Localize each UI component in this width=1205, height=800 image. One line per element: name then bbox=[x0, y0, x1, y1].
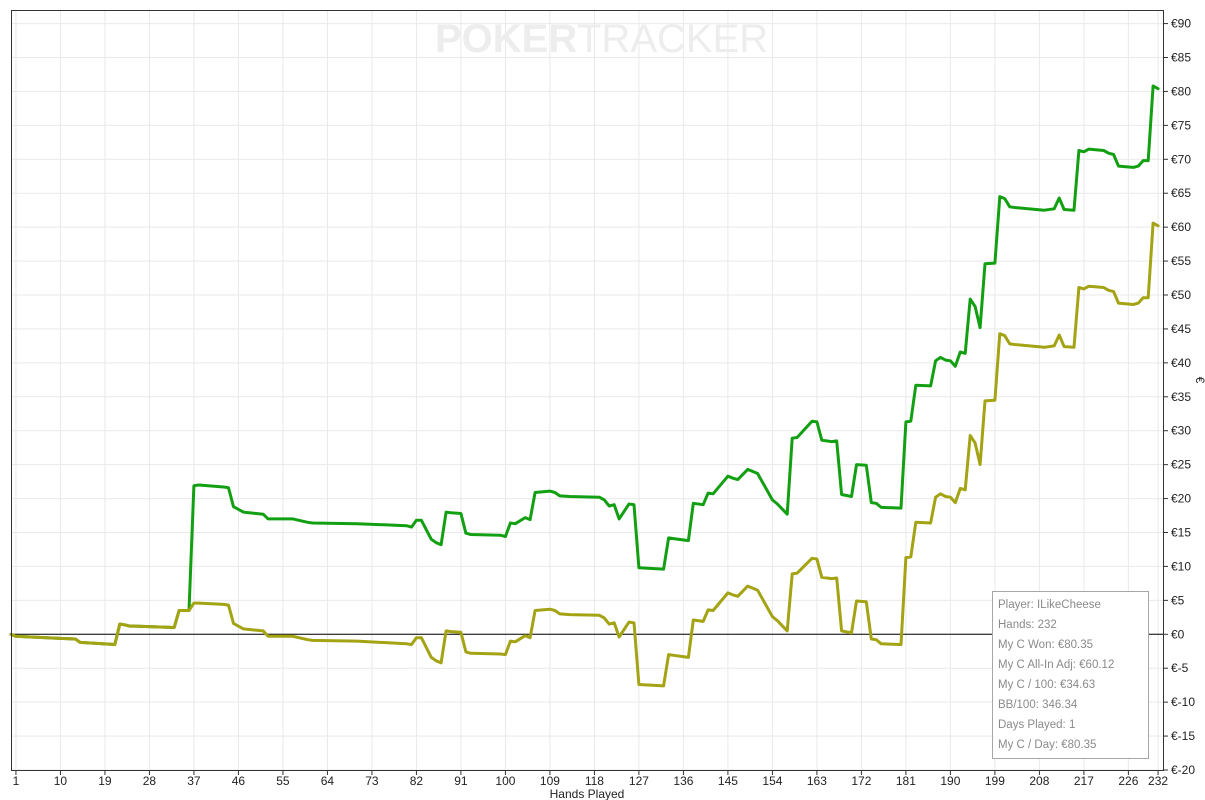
info-allin-adj: My C All-In Adj: €60.12 bbox=[998, 659, 1115, 671]
x-tick-label: 208 bbox=[1029, 774, 1049, 788]
x-tick-label: 181 bbox=[896, 774, 916, 788]
x-tick-label: 100 bbox=[495, 774, 515, 788]
x-tick-label: 91 bbox=[454, 774, 468, 788]
x-tick-label: 172 bbox=[851, 774, 871, 788]
x-tick-label: 217 bbox=[1074, 774, 1094, 788]
x-axis: 1 10 19 28 37 46 55 64 73 82 91 100 109 118 127 136 145 1… bbox=[13, 770, 1168, 788]
x-tick-label: 64 bbox=[321, 774, 335, 788]
y-tick-label: €35 bbox=[1171, 390, 1191, 404]
info-per-100: My C / 100: €34.63 bbox=[998, 679, 1096, 691]
x-tick-label: 1 bbox=[13, 774, 20, 788]
info-bb-100: BB/100: 346.34 bbox=[998, 699, 1078, 711]
y-tick-label: €30 bbox=[1171, 424, 1191, 438]
series-layer bbox=[9, 84, 1160, 688]
series-line-won bbox=[9, 84, 1160, 646]
x-axis-title: Hands Played bbox=[550, 787, 625, 800]
info-player: Player: ILikeCheese bbox=[998, 599, 1101, 611]
x-tick-label: 73 bbox=[365, 774, 379, 788]
y-tick-label: €70 bbox=[1171, 152, 1191, 166]
info-per-day: My C / Day: €80.35 bbox=[998, 739, 1097, 751]
info-won: My C Won: €80.35 bbox=[998, 639, 1094, 651]
x-tick-label: 109 bbox=[540, 774, 560, 788]
x-tick-label: 37 bbox=[187, 774, 201, 788]
y-tick-label: €0 bbox=[1171, 627, 1185, 641]
x-tick-label: 136 bbox=[673, 774, 693, 788]
y-tick-label: €50 bbox=[1171, 288, 1191, 302]
y-tick-label: €25 bbox=[1171, 458, 1191, 472]
x-tick-label: 127 bbox=[629, 774, 649, 788]
y-axis-title: € bbox=[1193, 377, 1205, 384]
y-tick-label: €55 bbox=[1171, 254, 1191, 268]
y-tick-label: €-15 bbox=[1171, 729, 1195, 743]
y-tick-label: €-5 bbox=[1171, 661, 1189, 675]
watermark-tracker-text: TRACKER bbox=[577, 17, 768, 61]
y-tick-label: €-20 bbox=[1171, 763, 1195, 777]
x-tick-label: 145 bbox=[718, 774, 738, 788]
x-tick-label: 28 bbox=[143, 774, 157, 788]
watermark-poker-text: POKER bbox=[435, 17, 577, 61]
x-tick-label: 199 bbox=[985, 774, 1005, 788]
x-tick-label: 226 bbox=[1118, 774, 1138, 788]
y-axis: €-20 €-15 €-10 €-5 €0 €5 €10 €15 €20 €25 €30 €35 €40… bbox=[1163, 17, 1195, 777]
y-tick-label: €15 bbox=[1171, 526, 1191, 540]
x-tick-label: 55 bbox=[276, 774, 290, 788]
x-tick-label: 190 bbox=[940, 774, 960, 788]
y-tick-label: €85 bbox=[1171, 51, 1191, 65]
x-tick-label: 232 bbox=[1148, 774, 1168, 788]
info-days-played: Days Played: 1 bbox=[998, 719, 1076, 731]
x-tick-label: 118 bbox=[585, 774, 604, 788]
series-line-allin bbox=[9, 221, 1160, 688]
grid bbox=[11, 10, 1163, 771]
x-tick-label: 10 bbox=[54, 774, 68, 788]
y-tick-label: €5 bbox=[1171, 593, 1185, 607]
x-tick-label: 154 bbox=[762, 774, 782, 788]
y-tick-label: €20 bbox=[1171, 492, 1191, 506]
y-tick-label: €40 bbox=[1171, 356, 1191, 370]
y-tick-label: €-10 bbox=[1171, 695, 1195, 709]
x-tick-label: 46 bbox=[232, 774, 246, 788]
y-tick-label: €65 bbox=[1171, 186, 1191, 200]
y-tick-label: €90 bbox=[1171, 17, 1191, 31]
y-tick-label: €45 bbox=[1171, 322, 1191, 336]
x-tick-label: 163 bbox=[807, 774, 827, 788]
info-hands: Hands: 232 bbox=[998, 619, 1057, 631]
y-tick-label: €75 bbox=[1171, 118, 1191, 132]
y-tick-label: €80 bbox=[1171, 84, 1191, 98]
poker-tracker-watermark: POKER TRACKER bbox=[435, 17, 768, 61]
plot-frame bbox=[11, 10, 1164, 771]
x-tick-label: 82 bbox=[410, 774, 424, 788]
y-tick-label: €60 bbox=[1171, 220, 1191, 234]
x-tick-label: 19 bbox=[98, 774, 112, 788]
stats-info-box: Player: ILikeCheese Hands: 232 My C Won:… bbox=[992, 591, 1149, 759]
y-tick-label: €10 bbox=[1171, 559, 1191, 573]
